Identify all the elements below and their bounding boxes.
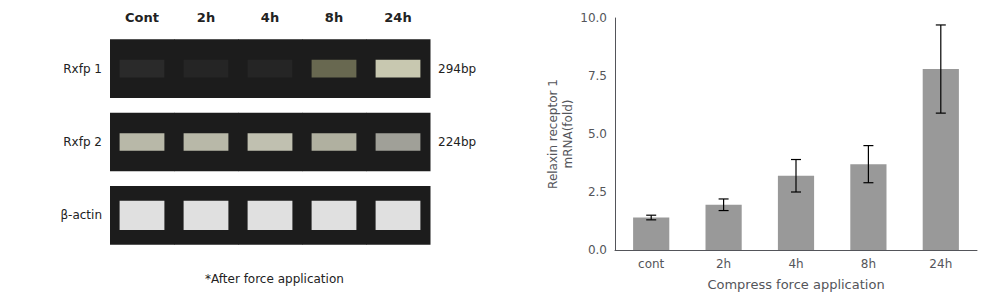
svg-text:β-actin: β-actin: [60, 208, 102, 222]
svg-text:7.5: 7.5: [588, 69, 607, 83]
svg-text:8h: 8h: [325, 10, 343, 25]
svg-text:24h: 24h: [929, 257, 952, 271]
svg-text:2h: 2h: [197, 10, 215, 25]
svg-text:Rxfp 1: Rxfp 1: [63, 62, 102, 76]
svg-text:Rxfp 2: Rxfp 2: [63, 135, 102, 149]
svg-text:cont: cont: [638, 257, 665, 271]
svg-text:10.0: 10.0: [580, 11, 607, 25]
svg-text:5.0: 5.0: [588, 127, 607, 141]
svg-text:4h: 4h: [788, 257, 803, 271]
svg-text:8h: 8h: [861, 257, 876, 271]
svg-text:4h: 4h: [261, 10, 279, 25]
svg-text:2.5: 2.5: [588, 185, 607, 199]
svg-text:24h: 24h: [384, 10, 411, 25]
svg-text:Relaxin receptor 1: Relaxin receptor 1: [546, 79, 560, 189]
svg-text:294bp: 294bp: [438, 62, 476, 76]
svg-text:*After force application: *After force application: [205, 272, 344, 286]
svg-text:mRNA(fold): mRNA(fold): [561, 99, 575, 168]
svg-text:Compress force application: Compress force application: [707, 277, 884, 292]
svg-text:Cont: Cont: [125, 10, 159, 25]
svg-text:0.0: 0.0: [588, 243, 607, 257]
svg-text:224bp: 224bp: [438, 135, 476, 149]
svg-text:2h: 2h: [716, 257, 731, 271]
